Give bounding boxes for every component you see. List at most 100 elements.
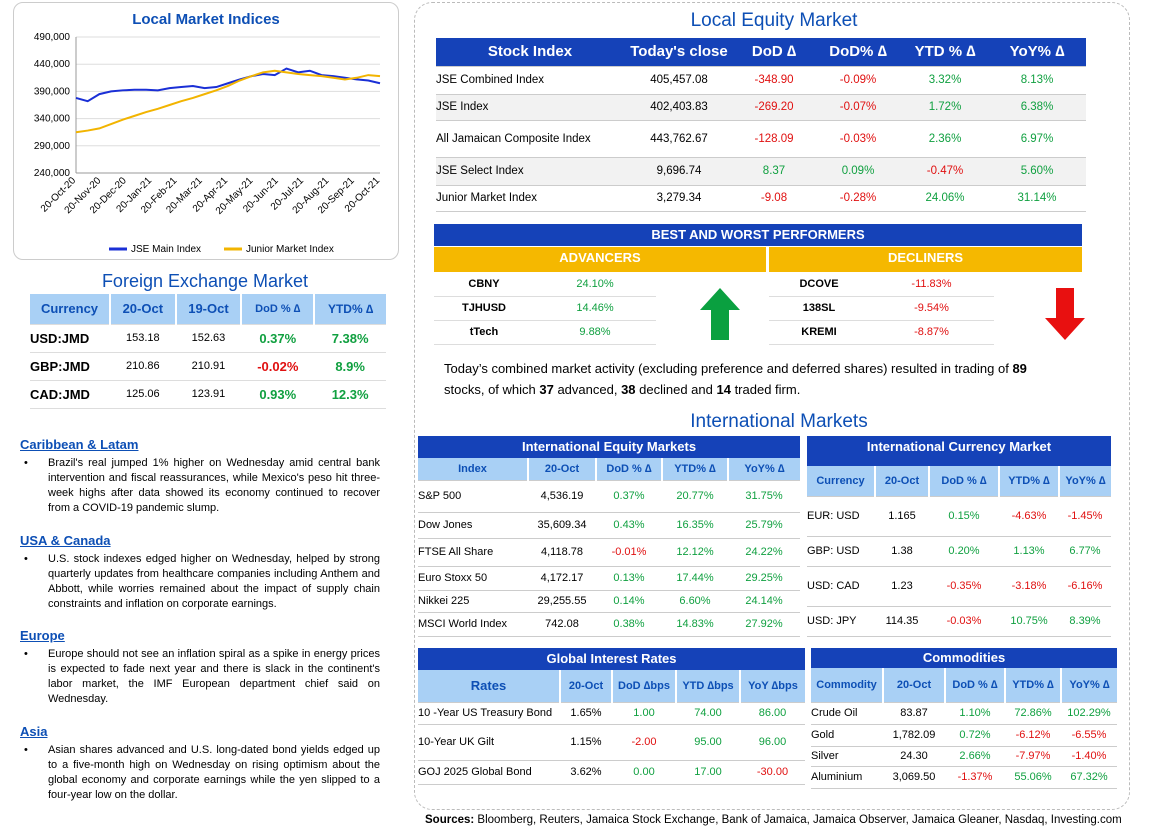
- rates-table: Rates 20-Oct DoD ∆bps YTD ∆bps YoY ∆bps …: [418, 670, 805, 785]
- y-tick-label: 390,000: [34, 86, 71, 97]
- ytd: 6.60%: [662, 590, 728, 613]
- rate-name: 10-Year UK Gilt: [418, 724, 560, 761]
- intl-currency-header-row: Currency 20-Oct DoD % ∆ YTD% ∆ YoY% ∆: [807, 466, 1111, 497]
- rate-name: 10 -Year US Treasury Bond: [418, 702, 560, 725]
- yield: 1.15%: [560, 724, 612, 761]
- ytd-bps: 17.00: [676, 760, 740, 785]
- commodity-name: Gold: [811, 724, 883, 747]
- ytd: 1.13%: [999, 536, 1059, 567]
- intl-equity-header: DoD % ∆: [595, 458, 662, 481]
- advancer-row: TJHUSD 14.46%: [434, 296, 656, 321]
- equity-row: All Jamaican Composite Index 443,762.67 -1…: [436, 120, 1086, 158]
- ytd-pct: 24.06%: [902, 185, 988, 212]
- intl-equity-header: YTD% ∆: [661, 458, 728, 481]
- rates-title: Global Interest Rates: [418, 648, 805, 670]
- advancers-table: CBNY 24.10% TJHUSD 14.46% tTech 9.88%: [434, 272, 656, 345]
- commodities-header: Commodity: [811, 668, 883, 703]
- news-bullet: Europe should not see an inflation spira…: [20, 647, 380, 707]
- equity-header: YoY% ∆: [988, 38, 1086, 67]
- sources-text: Bloomberg, Reuters, Jamaica Stock Exchan…: [474, 814, 1122, 826]
- dod-pct: -0.07%: [814, 94, 902, 121]
- summary-text: traded firm.: [730, 382, 801, 397]
- ytd-pct: 2.36%: [902, 120, 988, 158]
- intl-currency-header: 20-Oct: [874, 466, 929, 497]
- decliner-symbol: 138SL: [769, 296, 869, 321]
- price: 24.30: [883, 746, 945, 767]
- yoy: 29.25%: [728, 566, 800, 591]
- fx-row: CAD:JMD 125.06 123.91 0.93% 12.3%: [30, 380, 386, 409]
- advancer-symbol: CBNY: [434, 272, 534, 297]
- equity-header: Stock Index: [436, 38, 624, 67]
- summary-count: 14: [716, 382, 731, 397]
- ytd: 16.35%: [662, 512, 728, 539]
- news-region-heading[interactable]: Europe: [20, 628, 65, 643]
- yield: 1.65%: [560, 702, 612, 725]
- rates-header: 20-Oct: [559, 670, 612, 703]
- yoy-bps: 86.00: [740, 702, 805, 725]
- equity-header: DoD% ∆: [814, 38, 902, 67]
- yoy: 6.77%: [1059, 536, 1111, 567]
- chart-title: Local Market Indices: [132, 11, 280, 28]
- equity-header: YTD % ∆: [902, 38, 988, 67]
- y-tick-label: 490,000: [34, 32, 71, 43]
- dod-pct: -0.28%: [814, 185, 902, 212]
- yoy: 27.92%: [728, 612, 800, 637]
- decliner-row: 138SL -9.54%: [769, 296, 994, 321]
- fx-header: Currency: [30, 294, 110, 325]
- market-summary: Today’s combined market activity (exclud…: [444, 358, 1084, 400]
- equity-row: Junior Market Index 3,279.34 -9.08 -0.28% 24…: [436, 185, 1086, 212]
- dod-bps: 1.00: [612, 702, 676, 725]
- yoy-pct: 6.97%: [988, 120, 1086, 158]
- global-rates: Global Interest Rates Rates 20-Oct DoD ∆…: [418, 648, 805, 785]
- up-arrow-icon: [700, 288, 740, 340]
- ytd-bps: 95.00: [676, 724, 740, 761]
- ytd-bps: 74.00: [676, 702, 740, 725]
- news-region-heading[interactable]: Asia: [20, 724, 48, 739]
- intl-equity-title: International Equity Markets: [418, 436, 800, 458]
- yoy-bps: 96.00: [740, 724, 805, 761]
- rates-header-row: Rates 20-Oct DoD ∆bps YTD ∆bps YoY ∆bps: [418, 670, 805, 703]
- down-arrow-icon: [1045, 288, 1085, 340]
- dod-pct: -0.09%: [814, 66, 902, 95]
- index-name: FTSE All Share: [418, 538, 528, 567]
- price: 1,782.09: [883, 724, 945, 747]
- pair: USD: CAD: [807, 566, 875, 607]
- intl-currency-row: USD: JPY 114.35 -0.03% 10.75% 8.39%: [807, 606, 1111, 637]
- value: 4,536.19: [528, 480, 596, 513]
- dod: -269.20: [734, 94, 814, 121]
- rates-row: 10-Year UK Gilt 1.15% -2.00 95.00 96.00: [418, 724, 805, 761]
- decliner-change: -9.54%: [869, 296, 994, 321]
- today-close: 402,403.83: [624, 94, 734, 121]
- intl-equity-table: Index 20-Oct DoD % ∆ YTD% ∆ YoY% ∆ S&P 5…: [418, 458, 800, 637]
- intl-currency-table: Currency 20-Oct DoD % ∆ YTD% ∆ YoY% ∆ EU…: [807, 466, 1111, 637]
- yoy: -1.40%: [1061, 746, 1117, 767]
- intl-currency-row: GBP: USD 1.38 0.20% 1.13% 6.77%: [807, 536, 1111, 567]
- index-name: JSE Select Index: [436, 157, 624, 186]
- pair: EUR: USD: [807, 496, 875, 537]
- fx-header: YTD% ∆: [313, 294, 386, 325]
- yoy: 102.29%: [1061, 702, 1117, 725]
- fx-currency: USD:JMD: [30, 324, 110, 353]
- performers-title: BEST AND WORST PERFORMERS: [434, 224, 1082, 246]
- news-bullet: U.S. stock indexes edged higher on Wedne…: [20, 552, 380, 612]
- rates-header: Rates: [418, 670, 560, 703]
- commodity-name: Crude Oil: [811, 702, 883, 725]
- rate: 1.23: [875, 566, 929, 607]
- decliner-row: DCOVE -11.83%: [769, 272, 994, 297]
- news-region-heading[interactable]: USA & Canada: [20, 533, 111, 548]
- dod-bps: -2.00: [612, 724, 676, 761]
- ytd: -3.18%: [999, 566, 1059, 607]
- intl-currency-header: DoD % ∆: [928, 466, 999, 497]
- fx-title: Foreign Exchange Market: [101, 271, 309, 291]
- sources-line: Sources: Bloomberg, Reuters, Jamaica Sto…: [425, 814, 1145, 826]
- yoy-pct: 8.13%: [988, 66, 1086, 95]
- summary-count: 38: [621, 382, 636, 397]
- yoy: 31.75%: [728, 480, 800, 513]
- news-region-heading[interactable]: Caribbean & Latam: [20, 437, 139, 452]
- commodities-header: YTD% ∆: [1004, 668, 1061, 703]
- dod-pct: 0.09%: [814, 157, 902, 186]
- commodity-row: Gold 1,782.09 0.72% -6.12% -6.55%: [811, 724, 1117, 747]
- news-item: Europe Europe should not see an inflation…: [20, 628, 380, 707]
- dod: -0.03%: [929, 606, 999, 637]
- ytd: 72.86%: [1005, 702, 1061, 725]
